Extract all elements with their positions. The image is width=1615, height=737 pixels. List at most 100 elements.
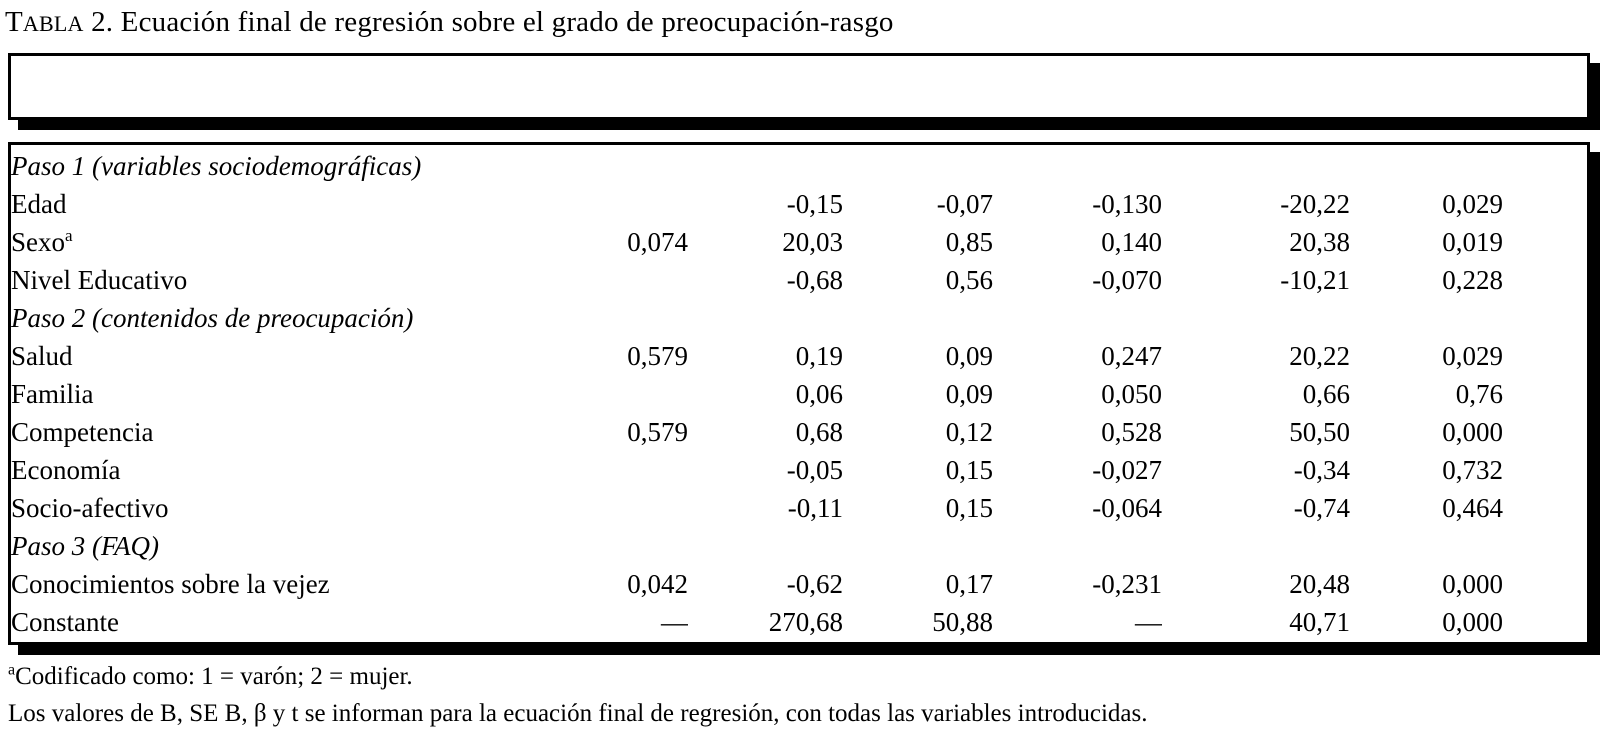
cell-value: 0,19 bbox=[795, 340, 843, 371]
row-label: Competencia bbox=[11, 416, 154, 447]
cell-value: 0,029 bbox=[1442, 188, 1503, 219]
cell-value bbox=[441, 489, 688, 527]
cell-value bbox=[1162, 299, 1350, 337]
cell-value: -0,74 bbox=[1293, 492, 1350, 523]
cell-value: 0,15 bbox=[945, 492, 993, 523]
cell-value: -0,07 bbox=[936, 188, 993, 219]
cell-value: -0,130 bbox=[1092, 188, 1162, 219]
cell-value: 20,38 bbox=[1289, 226, 1350, 257]
row-spacer bbox=[1503, 375, 1587, 413]
cell-value: -0,34 bbox=[1293, 454, 1350, 485]
cell-value bbox=[688, 299, 843, 337]
table-body-box: Paso 1 (variables sociodemográficas) Edad… bbox=[8, 142, 1590, 645]
table-row: Economía -0,05 0,15 -0,027 -0,34 0,732 bbox=[11, 451, 1587, 489]
cell-value: -0,231 bbox=[1092, 568, 1162, 599]
table-row: Paso 3 (FAQ) bbox=[11, 527, 1587, 565]
cell-value: 0,528 bbox=[1101, 416, 1162, 447]
cell-value bbox=[843, 299, 993, 337]
table-caption: TABLA 2. Ecuación final de regresión sob… bbox=[5, 6, 894, 39]
table-header-box bbox=[8, 53, 1590, 120]
cell-value: 0,140 bbox=[1101, 226, 1162, 257]
footnote-text: Los valores de B, SE B, β y t se informa… bbox=[8, 700, 1148, 727]
cell-value: 40,71 bbox=[1289, 606, 1350, 637]
footnote-codificado: aCodificado como: 1 = varón; 2 = mujer. bbox=[8, 658, 1147, 695]
cell-value bbox=[688, 147, 843, 185]
table-row: Nivel Educativo -0,68 0,56 -0,070 -10,21 0,22… bbox=[11, 261, 1587, 299]
cell-value: 0,000 bbox=[1442, 606, 1503, 637]
row-label: Nivel Educativo bbox=[11, 264, 188, 295]
cell-value bbox=[441, 451, 688, 489]
table-row: Sexoa 0,074 20,03 0,85 0,140 20,38 0,019 bbox=[11, 223, 1587, 261]
table-row: Paso 2 (contenidos de preocupación) bbox=[11, 299, 1587, 337]
cell-value: 20,22 bbox=[1289, 340, 1350, 371]
table-row: Socio-afectivo -0,11 0,15 -0,064 -0,74 0,464 bbox=[11, 489, 1587, 527]
row-label: Salud bbox=[11, 340, 73, 371]
cell-value: 20,48 bbox=[1289, 568, 1350, 599]
row-spacer bbox=[1503, 147, 1587, 185]
cell-value: 0,000 bbox=[1442, 568, 1503, 599]
row-spacer bbox=[1503, 413, 1587, 451]
row-label: Constante bbox=[11, 606, 119, 637]
footnote-valores: Los valores de B, SE B, β y t se informa… bbox=[8, 695, 1147, 732]
cell-value: — bbox=[1135, 606, 1162, 637]
cell-value bbox=[441, 375, 688, 413]
row-spacer bbox=[1503, 451, 1587, 489]
cell-value bbox=[1350, 527, 1503, 565]
table-row: Edad -0,15 -0,07 -0,130 -20,22 0,029 bbox=[11, 185, 1587, 223]
cell-value: 0,074 bbox=[627, 226, 688, 257]
cell-value: 0,019 bbox=[1442, 226, 1503, 257]
table-rows: Paso 1 (variables sociodemográficas) Edad… bbox=[11, 147, 1587, 641]
cell-value: -0,62 bbox=[786, 568, 843, 599]
row-spacer bbox=[1503, 299, 1587, 337]
cell-value: -0,070 bbox=[1092, 264, 1162, 295]
table-row: Conocimientos sobre la vejez 0,042 -0,62 0,… bbox=[11, 565, 1587, 603]
cell-value: 50,88 bbox=[932, 606, 993, 637]
caption-word-smallcaps: ABLA bbox=[22, 11, 84, 36]
regression-table: Paso 1 (variables sociodemográficas) Edad… bbox=[11, 147, 1587, 641]
cell-value: 0,09 bbox=[945, 340, 993, 371]
cell-value: 0,042 bbox=[627, 568, 688, 599]
cell-value: 0,56 bbox=[945, 264, 993, 295]
cell-value: 0,17 bbox=[945, 568, 993, 599]
cell-value: 0,228 bbox=[1442, 264, 1503, 295]
cell-value: 0,06 bbox=[795, 378, 843, 409]
cell-value: 0,76 bbox=[1455, 378, 1503, 409]
cell-value: 0,15 bbox=[945, 454, 993, 485]
cell-value: -0,11 bbox=[787, 492, 843, 523]
cell-value: 0,579 bbox=[627, 416, 688, 447]
cell-value: 0,247 bbox=[1101, 340, 1162, 371]
row-label: Paso 3 (FAQ) bbox=[11, 530, 159, 561]
table-row: Salud 0,579 0,19 0,09 0,247 20,22 0,029 bbox=[11, 337, 1587, 375]
cell-value: -0,15 bbox=[786, 188, 843, 219]
cell-value bbox=[441, 185, 688, 223]
row-spacer bbox=[1503, 489, 1587, 527]
caption-text: 2. Ecuación final de regresión sobre el … bbox=[83, 6, 894, 38]
cell-value: -10,21 bbox=[1280, 264, 1350, 295]
cell-value: 0,732 bbox=[1442, 454, 1503, 485]
row-label: Paso 2 (contenidos de preocupación) bbox=[11, 302, 414, 333]
cell-value bbox=[1162, 147, 1350, 185]
cell-value bbox=[441, 527, 688, 565]
cell-value bbox=[441, 261, 688, 299]
cell-value bbox=[993, 147, 1162, 185]
cell-value bbox=[441, 299, 688, 337]
row-spacer bbox=[1503, 565, 1587, 603]
cell-value: 0,464 bbox=[1442, 492, 1503, 523]
row-label: Sexoa bbox=[11, 225, 73, 257]
cell-value: 0,85 bbox=[945, 226, 993, 257]
table-row: Familia 0,06 0,09 0,050 0,66 0,76 bbox=[11, 375, 1587, 413]
cell-value: 270,68 bbox=[768, 606, 843, 637]
cell-value: 0,579 bbox=[627, 340, 688, 371]
cell-value: 0,68 bbox=[795, 416, 843, 447]
row-label: Paso 1 (variables sociodemográficas) bbox=[11, 150, 422, 181]
footnotes: aCodificado como: 1 = varón; 2 = mujer. … bbox=[8, 658, 1147, 732]
cell-value bbox=[688, 527, 843, 565]
table-row: Constante — 270,68 50,88 — 40,71 0,000 bbox=[11, 603, 1587, 641]
cell-value bbox=[993, 527, 1162, 565]
row-spacer bbox=[1503, 527, 1587, 565]
row-spacer bbox=[1503, 603, 1587, 641]
table-row: Competencia 0,579 0,68 0,12 0,528 50,50 0,000 bbox=[11, 413, 1587, 451]
footnote-text: Codificado como: 1 = varón; 2 = mujer. bbox=[15, 663, 413, 690]
cell-value bbox=[1350, 299, 1503, 337]
